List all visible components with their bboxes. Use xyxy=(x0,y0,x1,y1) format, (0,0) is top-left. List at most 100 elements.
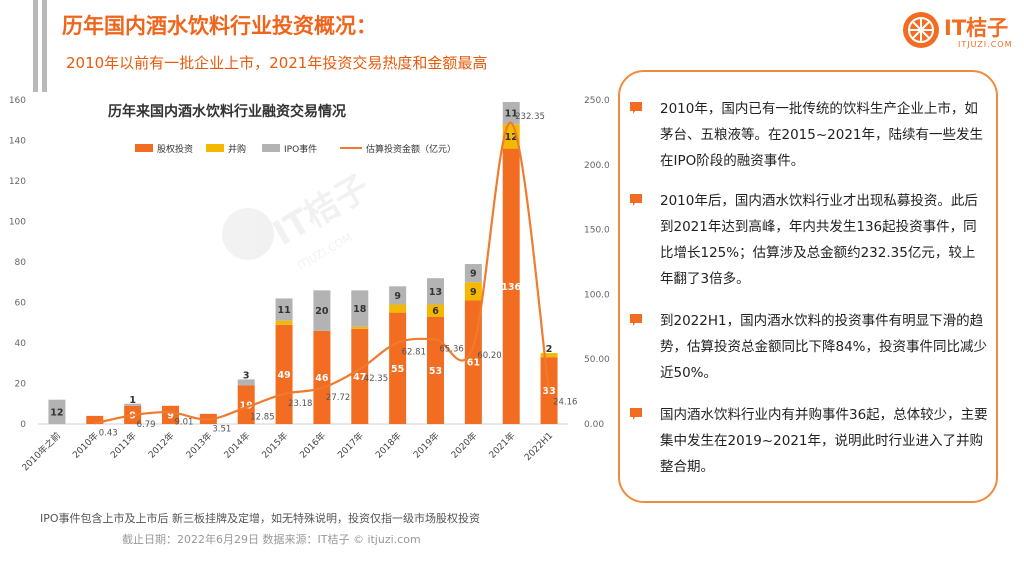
bar-value-label: 9 xyxy=(167,410,174,421)
bar-segment xyxy=(540,353,558,358)
line-value-label: 3.51 xyxy=(212,424,231,434)
decor-stripe xyxy=(33,0,38,92)
decor-stripe xyxy=(42,0,47,92)
y-tick-right: 200.00 xyxy=(584,161,610,171)
page-title: 历年国内酒水饮料行业投资概况： xyxy=(62,14,377,38)
line-value-label: 27.72 xyxy=(326,393,350,403)
bar-value-label: 5 xyxy=(205,405,212,416)
bar-segment xyxy=(237,385,255,424)
y-tick-left: 120 xyxy=(9,177,26,187)
bar-segment xyxy=(502,102,520,125)
x-tick-label: 2022H1 xyxy=(523,431,555,463)
bar-value-label: 13 xyxy=(429,287,442,298)
bar-value-label: 20 xyxy=(315,306,329,317)
logo-subtext: ITJUZI.COM xyxy=(958,40,1013,49)
y-tick-right: 150.00 xyxy=(584,226,610,236)
summary-text: 国内酒水饮料行业内有并购事件36起，总体较少，主要集中发生在2019~2021年… xyxy=(660,407,988,475)
bar-value-label: 47 xyxy=(353,372,366,383)
bar-segment xyxy=(427,316,444,424)
y-tick-right: 100.00 xyxy=(584,290,610,300)
bar-segment xyxy=(237,379,255,386)
y-tick-left: 40 xyxy=(15,339,27,349)
page-subtitle: 2010年以前有一批企业上市，2021年投资交易热度和金额最高 xyxy=(66,54,488,72)
bar-segment xyxy=(464,282,482,301)
bar-segment xyxy=(162,405,179,424)
x-tick-label: 2017年 xyxy=(335,430,366,461)
bar-value-label: 12 xyxy=(50,407,63,418)
logo-text: IT桔子 xyxy=(944,16,1009,40)
bar-value-label: 2 xyxy=(546,344,553,355)
line-value-label: 24.16 xyxy=(553,398,577,408)
x-tick-label: 2015年 xyxy=(259,430,290,461)
summary-text: 2010年后，国内酒水饮料行业才出现私募投资。此后到2021年达到高峰，年内共发… xyxy=(660,193,978,287)
speech-bubble-icon xyxy=(630,102,642,114)
legend-label: IPO事件 xyxy=(284,143,317,155)
bar-value-label: 9 xyxy=(470,287,477,298)
bar-segment xyxy=(124,403,142,406)
summary-text: 到2022H1，国内酒水饮料的投资事件有明显下滑的趋势，估算投资总金额同比下降8… xyxy=(660,313,988,381)
bar-segment xyxy=(313,290,331,331)
bar-value-label: 1 xyxy=(129,395,136,406)
bar-segment xyxy=(427,304,444,317)
chart-title: 历年来国内酒水饮料行业融资交易情况 xyxy=(108,103,346,120)
bar-value-label: 61 xyxy=(467,358,480,369)
x-tick-label: 2010年 xyxy=(70,430,101,461)
bar-value-label: 53 xyxy=(429,366,442,377)
y-tick-left: 140 xyxy=(9,137,26,147)
x-tick-label: 2020年 xyxy=(448,430,479,461)
line-value-label: 42.35 xyxy=(364,374,388,384)
chart-legend: 股权投资 并购 IPO事件 估算投资金额（亿元） xyxy=(135,143,456,155)
y-tick-right: 0.00 xyxy=(584,420,604,430)
y-tick-right: 250.00 xyxy=(584,96,610,106)
legend-label: 估算投资金额（亿元） xyxy=(366,143,456,155)
watermark-text: IT桔子 xyxy=(267,167,377,254)
summary-text: 2010年，国内已有一批传统的饮料生产企业上市，如茅台、五粮液等。在2015~2… xyxy=(660,101,984,169)
x-tick-label: 2013年 xyxy=(183,430,214,461)
summary-panel: 2010年，国内已有一批传统的饮料生产企业上市，如茅台、五粮液等。在2015~2… xyxy=(618,70,998,503)
line-value-label: 60.20 xyxy=(477,351,501,361)
line-value-label: 65.36 xyxy=(440,344,464,354)
bar-value-label: 9 xyxy=(394,291,401,302)
x-tick-label: 2010年之前 xyxy=(19,430,63,474)
watermark: IT桔子 ITJUZI.COM xyxy=(222,167,377,273)
line-value-label: 0.43 xyxy=(99,428,118,438)
bar-segment xyxy=(351,290,369,327)
y-tick-left: 60 xyxy=(15,299,27,309)
legend-swatch xyxy=(206,144,224,152)
investment-chart: IT桔子 ITJUZI.COM 历年来国内酒水饮料行业融资交易情况 股权投资 并购… xyxy=(9,96,610,474)
y-tick-left: 0 xyxy=(20,420,26,430)
bar-value-label: 18 xyxy=(353,304,367,315)
bar-value-label: 4 xyxy=(91,407,98,418)
footnote: IPO事件包含上市及上市后 新三板挂牌及定增，如无特殊说明，投资仅指一级市场股权… xyxy=(40,512,481,525)
bar-value-label: 11 xyxy=(277,305,290,316)
bar-segment xyxy=(48,399,66,424)
bar-segment xyxy=(275,298,293,321)
y-tick-left: 80 xyxy=(15,258,27,268)
bar-segment xyxy=(464,264,482,283)
legend-swatch xyxy=(135,144,153,152)
bar-segment xyxy=(275,324,293,424)
bar-value-label: 6 xyxy=(432,306,439,317)
bar-value-label: 3 xyxy=(243,370,250,381)
x-tick-label: 2019年 xyxy=(411,430,442,461)
speech-bubble-icon xyxy=(630,408,642,420)
bar-value-label: 19 xyxy=(240,400,253,411)
legend-swatch xyxy=(262,144,280,152)
y-tick-left: 20 xyxy=(15,380,27,390)
bar-segment xyxy=(86,415,104,424)
speech-bubble-icon xyxy=(630,194,642,206)
bar-value-label: 49 xyxy=(277,370,290,381)
x-tick-label: 2016年 xyxy=(297,430,328,461)
bar-segment xyxy=(351,326,369,329)
bar-segment xyxy=(313,330,331,424)
bar-segment xyxy=(275,320,293,325)
bar-value-label: 12 xyxy=(505,132,518,143)
speech-bubble-icon xyxy=(630,314,642,326)
x-tick-label: 2012年 xyxy=(146,430,177,461)
source-line: 截止日期：2022年6月29日 数据来源：IT桔子 © itjuzi.com xyxy=(122,533,421,546)
brand-logo: IT桔子 ITJUZI.COM xyxy=(903,10,1015,52)
line-value-label: 12.85 xyxy=(250,412,274,422)
line-value-label: 62.81 xyxy=(402,348,426,358)
amount-line xyxy=(94,121,551,425)
line-value-label: 6.79 xyxy=(137,420,156,430)
